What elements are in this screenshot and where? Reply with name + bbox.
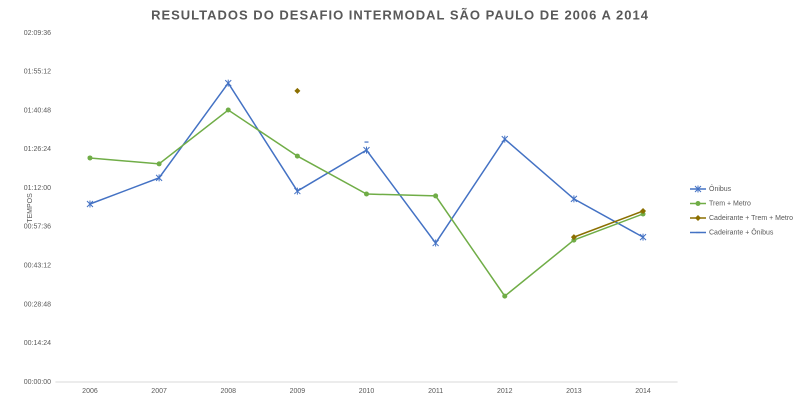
y-tick-label: 00:43:12: [24, 263, 51, 270]
x-tick-label: 2009: [290, 388, 306, 395]
y-tick-label: 01:12:00: [24, 185, 51, 192]
point: [363, 146, 370, 154]
x-tick-label: 2011: [428, 388, 443, 395]
chart-title: RESULTADOS DO DESAFIO INTERMODAL SÃO PAU…: [151, 7, 649, 22]
legend-label: Ônibus: [709, 184, 732, 193]
legend-label: Cadeirante + Trem + Metro: [709, 215, 793, 222]
y-tick-label: 01:40:48: [24, 107, 51, 114]
x-tick-label: 2010: [359, 388, 375, 395]
point: [86, 200, 94, 208]
x-tick-label: 2007: [151, 388, 167, 395]
point: [570, 234, 577, 241]
legend-label: Trem + Metro: [709, 200, 751, 207]
point: [695, 215, 701, 221]
x-tick-label: 2013: [566, 388, 582, 395]
x-tick-label: 2008: [220, 388, 236, 395]
y-tick-label: 00:57:36: [24, 224, 51, 231]
point: [294, 87, 301, 94]
y-tick-label: 01:26:24: [24, 146, 51, 153]
series: [294, 87, 647, 241]
y-tick-label: 02:09:36: [24, 30, 51, 37]
x-tick-label: 2006: [82, 388, 98, 395]
point: [294, 187, 301, 195]
point: [155, 174, 163, 182]
point: [294, 153, 300, 159]
point: [87, 155, 93, 161]
point: [501, 135, 509, 143]
point: [433, 193, 439, 199]
line: [573, 210, 644, 238]
y-tick-label: 00:00:00: [24, 379, 51, 386]
point: [224, 79, 232, 87]
x-tick-label: 2014: [635, 388, 651, 395]
point: [695, 201, 701, 206]
point: [502, 293, 508, 299]
x-tick-label: 2012: [497, 388, 513, 395]
point: [570, 195, 578, 203]
series: [87, 107, 646, 299]
legend-label: Cadeirante + Ônibus: [709, 227, 774, 236]
point: [694, 185, 702, 193]
y-axis-label: TEMPOS: [27, 193, 34, 223]
point: [225, 107, 231, 113]
point: [156, 161, 162, 167]
point: [432, 239, 439, 247]
y-tick-label: 00:28:48: [24, 301, 51, 308]
y-tick-label: 01:55:12: [24, 69, 51, 76]
point: [639, 233, 647, 241]
y-tick-label: 00:14:24: [24, 340, 51, 347]
point: [364, 191, 369, 197]
point: [640, 208, 647, 215]
